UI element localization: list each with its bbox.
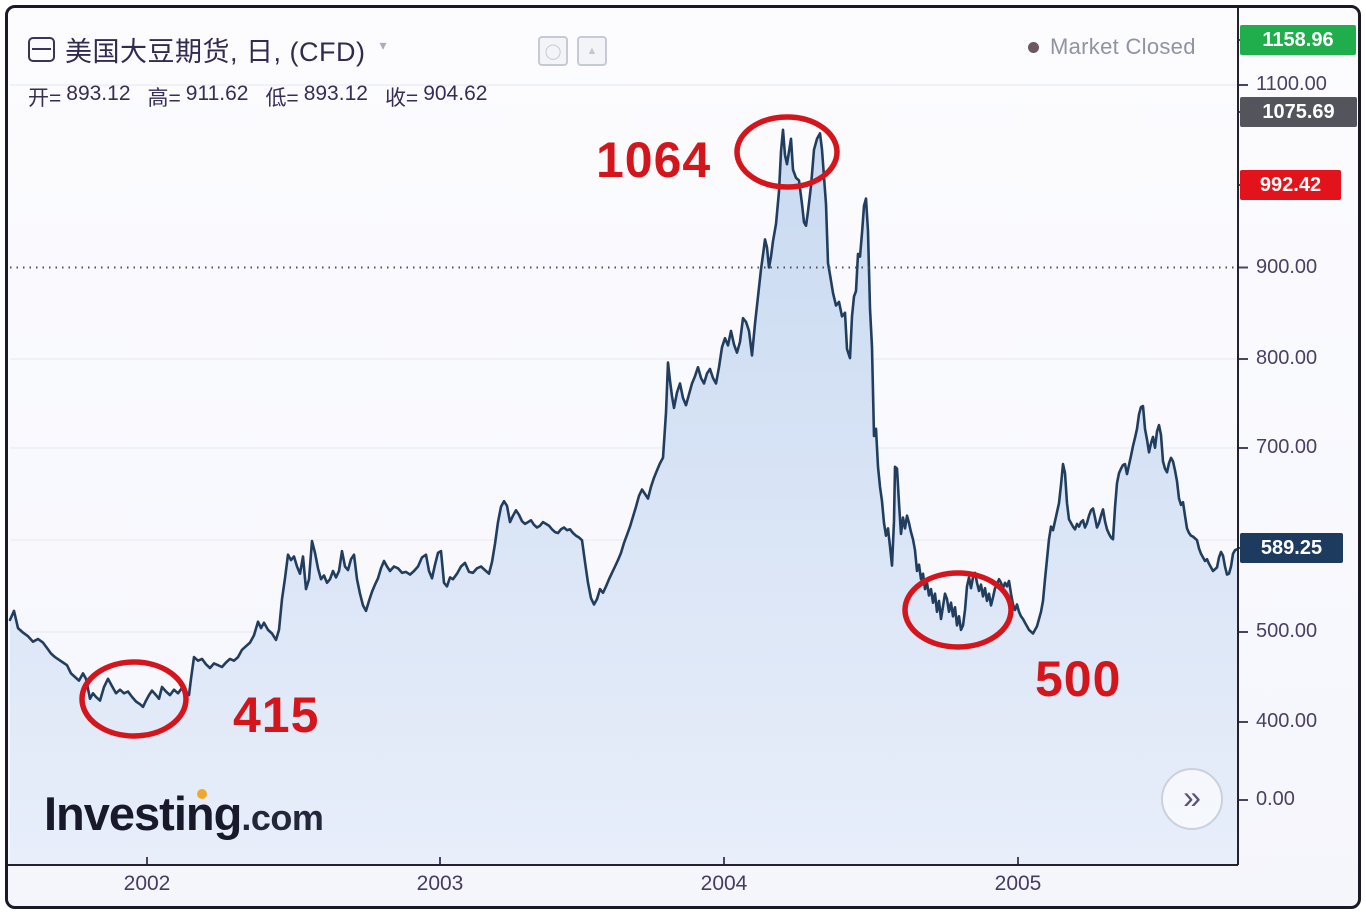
- expand-chart-button[interactable]: »: [1161, 768, 1223, 830]
- price-axis-label-400.00: 400.00: [1256, 710, 1318, 732]
- annotation-circle-500: [902, 570, 1014, 650]
- triangle-tool-icon[interactable]: ▲: [577, 36, 607, 66]
- market-status: Market Closed: [1028, 34, 1196, 60]
- chart-title: 美国大豆期货, 日, (CFD): [65, 37, 366, 67]
- high-value: 911.62: [185, 82, 249, 105]
- close-label: 收=: [384, 87, 419, 110]
- price-axis-label-500.00: 500.00: [1256, 620, 1318, 642]
- low-label: 低=: [265, 87, 299, 110]
- circle-tool-icon[interactable]: ◯: [538, 36, 568, 66]
- ohlc-high: 高= 911.62: [148, 82, 249, 112]
- open-label: 开=: [28, 87, 62, 110]
- chart-plot-area[interactable]: [5, 5, 1361, 909]
- annotation-label-500: 500: [1035, 651, 1122, 707]
- investing-logo-text: Investing: [44, 787, 242, 840]
- market-status-dot-icon: [1028, 41, 1039, 53]
- investing-logo: Investing.com: [44, 786, 324, 841]
- series-interval-icon: [28, 37, 55, 62]
- price-axis-label-1100.00: 1100.00: [1256, 73, 1327, 95]
- annotation-circle-415: [79, 659, 189, 739]
- high-label: 高=: [147, 87, 181, 110]
- price-line: [8, 128, 1239, 709]
- ohlc-close: 收= 904.62: [385, 82, 488, 112]
- price-axis-label-800.00: 800.00: [1256, 347, 1318, 369]
- time-axis-label-2002: 2002: [123, 872, 171, 895]
- annotation-label-1064: 1064: [596, 132, 712, 188]
- close-value: 904.62: [423, 82, 488, 105]
- price-axis-label-700.00: 700.00: [1256, 436, 1318, 458]
- time-axis-label-2005: 2005: [994, 872, 1042, 895]
- chart-legend: 美国大豆期货, 日, (CFD) ▾: [28, 30, 387, 69]
- price-axis-label-0.00: 0.00: [1256, 788, 1295, 810]
- ohlc-open: 开= 893.12: [28, 82, 131, 112]
- ohlc-readout: 开= 893.12 高= 911.62 低= 893.12 收= 904.62: [28, 82, 487, 112]
- annotation-label-415: 415: [233, 687, 320, 743]
- price-axis-label-900.00: 900.00: [1256, 255, 1318, 278]
- annotation-circle-1064: [734, 114, 840, 190]
- chart-widget-frame: 美国大豆期货, 日, (CFD) ▾ ◯ ▲ 开= 893.12 高= 911.62…: [5, 5, 1361, 909]
- price-badge-1075.69: 1075.69: [1240, 97, 1357, 127]
- low-value: 893.12: [303, 82, 368, 105]
- chevron-down-icon[interactable]: ▾: [379, 37, 387, 53]
- time-axis-label-2003: 2003: [416, 872, 464, 895]
- time-axis-label-2004: 2004: [700, 872, 748, 895]
- investing-logo-suffix: .com: [241, 797, 324, 838]
- ohlc-low: 低= 893.12: [265, 82, 368, 112]
- price-badge-992.42: 992.42: [1240, 170, 1341, 200]
- price-badge-1158.96: 1158.96: [1240, 25, 1356, 55]
- market-status-text: Market Closed: [1050, 34, 1196, 59]
- open-value: 893.12: [66, 82, 131, 105]
- double-chevron-right-icon: »: [1183, 779, 1201, 815]
- logo-orange-dot-icon: [197, 789, 207, 799]
- price-badge-589.25: 589.25: [1240, 533, 1343, 563]
- price-area-fill: [10, 129, 1237, 865]
